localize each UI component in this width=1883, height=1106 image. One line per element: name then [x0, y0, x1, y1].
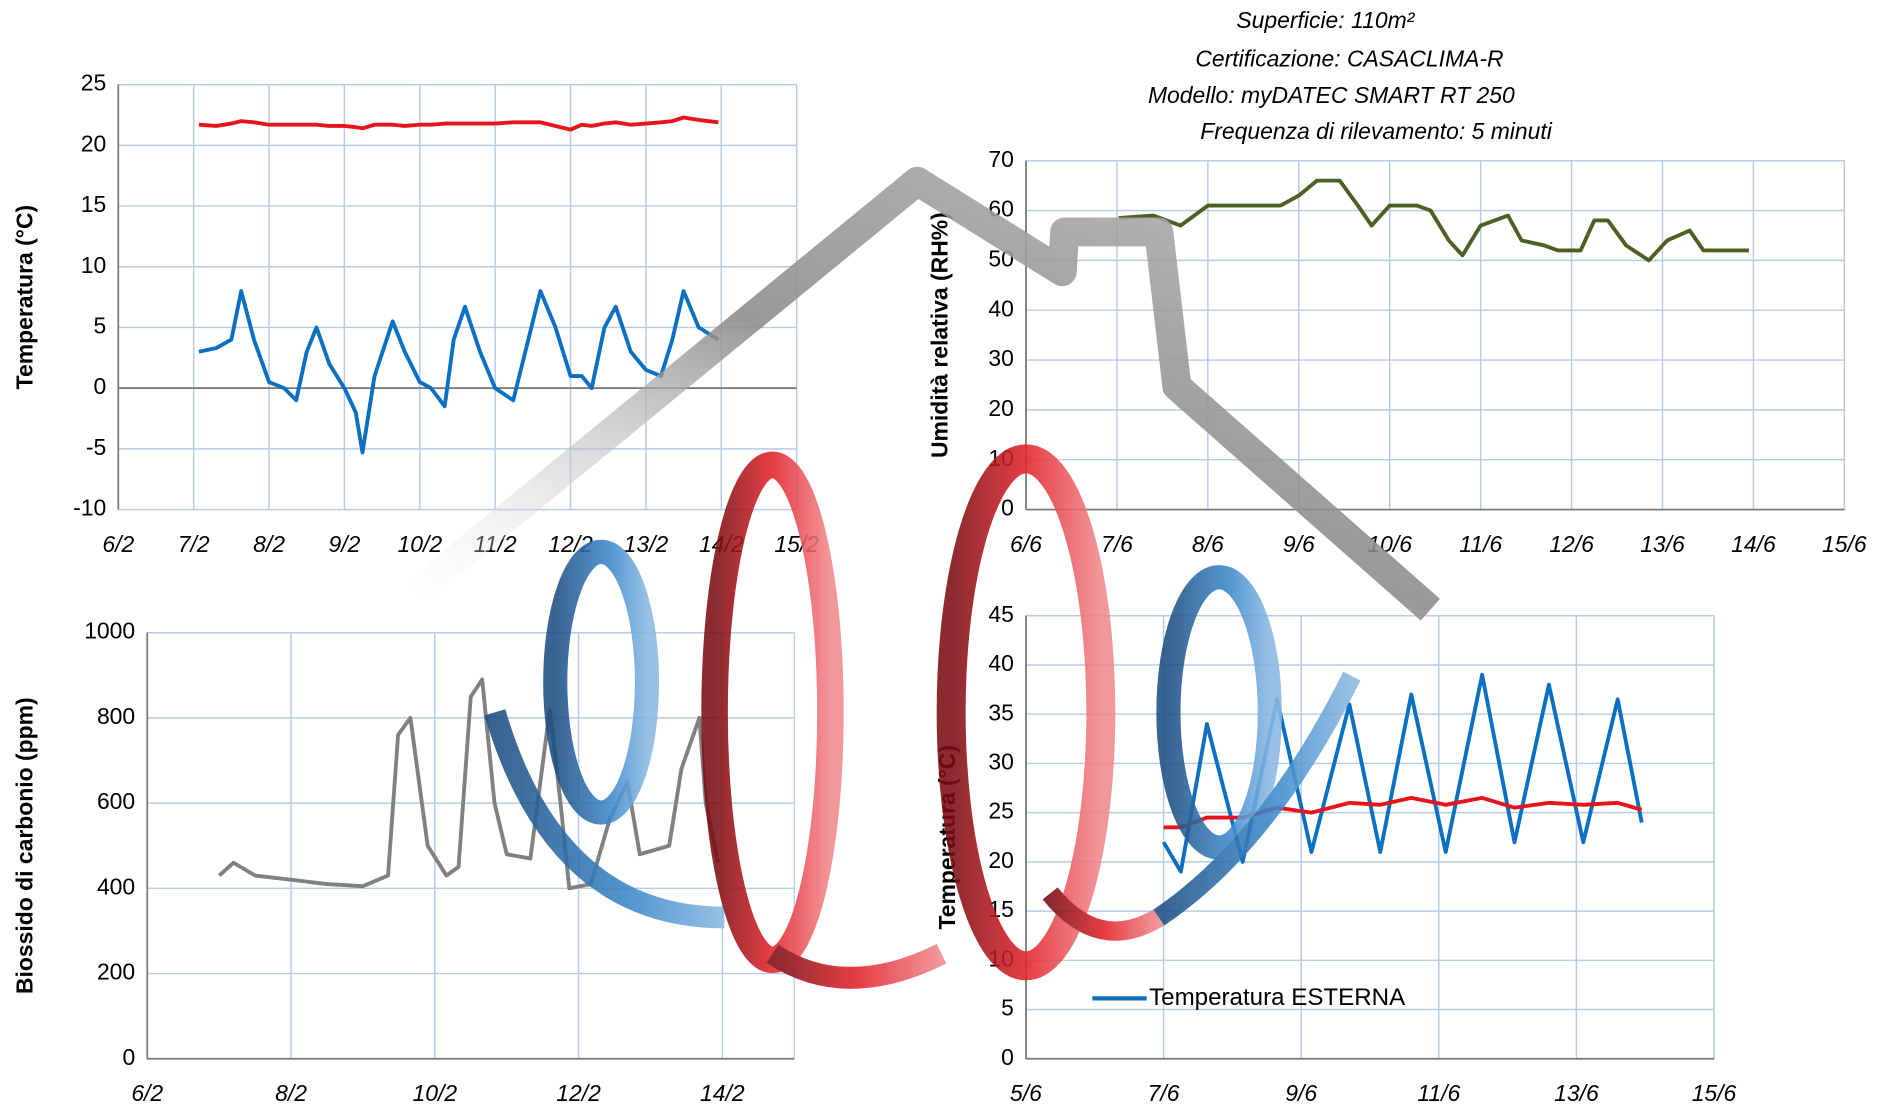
- x-tick-label: 10/2: [397, 531, 442, 557]
- x-tick-label: 7/6: [1148, 1080, 1180, 1106]
- y-axis-title: Temperatura (°C): [12, 205, 38, 390]
- plot-area: [1025, 160, 1845, 511]
- y-tick-label: 10: [81, 252, 107, 278]
- legend-label: Temperatura ESTERNA: [1149, 984, 1406, 1011]
- y-tick-label: 400: [97, 873, 135, 899]
- y-axis-title: Biossido di carbonio (ppm): [12, 697, 38, 994]
- x-tick-label: 6/2: [131, 1080, 163, 1106]
- x-tick-label: 8/2: [275, 1080, 307, 1106]
- y-tick-label: 15: [81, 191, 107, 217]
- x-tick-label: 13/6: [1640, 531, 1685, 557]
- y-tick-label: 600: [97, 788, 135, 814]
- series-line: [198, 115, 719, 132]
- y-tick-label: 40: [988, 650, 1014, 676]
- x-tick-label: 14/6: [1731, 531, 1776, 557]
- x-tick-label: 12/2: [556, 1080, 601, 1106]
- y-tick-label: 45: [988, 601, 1014, 627]
- y-tick-label: 1000: [84, 618, 135, 644]
- x-tick-label: 9/6: [1283, 531, 1315, 557]
- x-tick-label: 7/2: [178, 531, 210, 557]
- header-line: Modello: myDATEC SMART RT 250: [1148, 82, 1515, 108]
- x-tick-label: 11/6: [1459, 531, 1502, 557]
- x-tick-label: 10/2: [412, 1080, 457, 1106]
- red-coil: [936, 444, 1116, 981]
- y-tick-label: 35: [988, 699, 1014, 725]
- header-line: Frequenza di rilevamento: 5 minuti: [1200, 118, 1553, 144]
- x-tick-label: 6/2: [102, 531, 134, 557]
- y-tick-label: 20: [988, 847, 1014, 873]
- y-tick-label: 5: [1001, 995, 1014, 1021]
- blue-ribbon: [1153, 671, 1361, 926]
- y-tick-label: 5: [93, 313, 106, 339]
- y-tick-label: 800: [97, 703, 135, 729]
- series-line: [217, 677, 720, 891]
- x-tick-label: 14/2: [700, 1080, 745, 1106]
- x-tick-label: 7/6: [1101, 531, 1133, 557]
- series-line: [1163, 795, 1643, 830]
- series-line: [1161, 672, 1644, 874]
- y-tick-label: 25: [81, 70, 107, 96]
- x-tick-label: 11/6: [1417, 1080, 1460, 1106]
- y-tick-label: 20: [988, 395, 1014, 421]
- x-tick-label: 12/6: [1549, 531, 1594, 557]
- x-tick-label: 8/6: [1192, 531, 1224, 557]
- y-tick-label: 0: [1001, 495, 1014, 521]
- header-line: Certificazione: CASACLIMA-R: [1195, 46, 1503, 72]
- y-tick-label: -5: [86, 434, 106, 460]
- y-tick-label: 30: [988, 748, 1014, 774]
- x-tick-label: 6/6: [1010, 531, 1042, 557]
- blue-ribbon: [484, 709, 725, 929]
- y-tick-label: 40: [988, 295, 1014, 321]
- x-tick-label: 9/6: [1285, 1080, 1317, 1106]
- decoration: [407, 166, 1440, 989]
- x-tick-label: 9/2: [328, 531, 360, 557]
- x-tick-label: 8/2: [253, 531, 285, 557]
- grey-ribbon: [407, 166, 1440, 621]
- y-tick-label: 20: [81, 130, 107, 156]
- red-ribbon: [766, 943, 947, 989]
- x-tick-label: 15/6: [1692, 1080, 1737, 1106]
- x-tick-label: 15/6: [1822, 531, 1867, 557]
- x-tick-label: 5/6: [1010, 1080, 1042, 1106]
- x-tick-label: 13/2: [624, 531, 669, 557]
- y-tick-label: -10: [73, 495, 106, 521]
- series-line: [1118, 178, 1749, 263]
- header-line: Superficie: 110m²: [1236, 7, 1415, 33]
- y-tick-label: 0: [93, 373, 106, 399]
- blue-coil: [1156, 565, 1282, 860]
- y-tick-label: 30: [988, 345, 1014, 371]
- blue-coil: [543, 539, 660, 825]
- red-coil: [701, 451, 844, 974]
- y-tick-label: 0: [122, 1044, 135, 1070]
- y-tick-label: 0: [1001, 1044, 1014, 1070]
- y-tick-label: 70: [988, 146, 1014, 172]
- y-axis-title: Umidità relativa (RH%): [927, 212, 953, 458]
- x-tick-label: 13/6: [1554, 1080, 1599, 1106]
- red-ribbon: [1042, 887, 1164, 941]
- series-line: [198, 289, 720, 455]
- plot-area: [117, 84, 798, 511]
- y-tick-label: 25: [988, 798, 1014, 824]
- y-tick-label: 200: [97, 959, 135, 985]
